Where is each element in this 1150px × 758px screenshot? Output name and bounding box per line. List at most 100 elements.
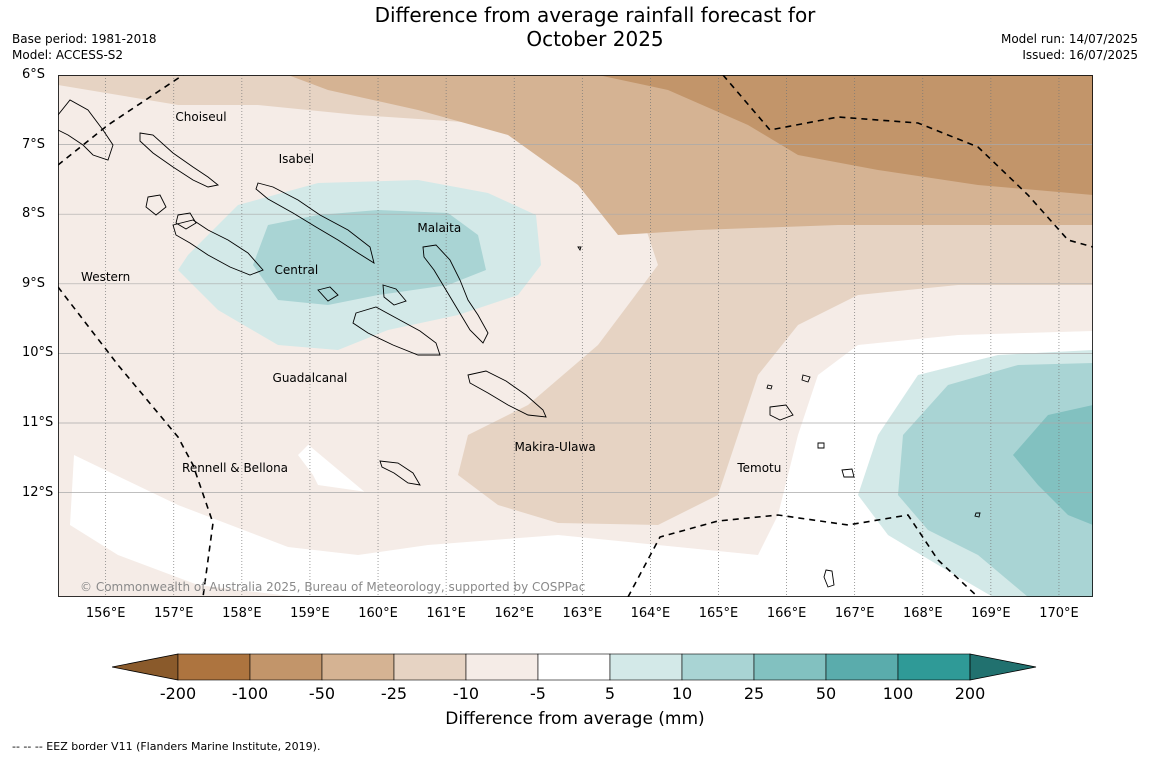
contour-wet-10mm-west: [253, 210, 486, 305]
island-small-north: [577, 246, 582, 252]
map-title: Difference from average rainfall forecas…: [360, 3, 830, 51]
longitude-label: 169°E: [971, 606, 1011, 621]
island-makira: [467, 370, 547, 418]
island-guadalcanal: [352, 306, 441, 356]
longitude-label: 161°E: [426, 606, 466, 621]
island-duff: [766, 384, 773, 390]
colorbar-segment: [825, 653, 899, 681]
colorbar-label: Difference from average (mm): [445, 709, 705, 729]
colorbar-extend-high: [969, 653, 1037, 681]
longitude-label: 168°E: [903, 606, 943, 621]
colorbar-segment: [465, 653, 539, 681]
island-small-east: [974, 512, 981, 518]
contour-wet-25mm-east: [1013, 405, 1093, 525]
islands-layer: [58, 99, 981, 588]
colorbar-tick-label: -100: [231, 684, 269, 703]
colorbar-tick-label: 200: [954, 684, 986, 703]
region-label-isabel: Isabel: [278, 151, 315, 166]
colorbar-tick-label: -10: [452, 684, 480, 703]
region-label-temotu: Temotu: [737, 461, 782, 476]
latitude-label: 7°S: [22, 136, 46, 152]
colorbar-tick-label: 100: [882, 684, 914, 703]
title-line-2: October 2025: [526, 27, 664, 51]
gridlines: [58, 75, 1093, 597]
colorbar-segment: [681, 653, 755, 681]
colorbar-tick-label: 5: [604, 684, 616, 703]
base-period: Base period: 1981-2018: [12, 32, 157, 46]
latitude-label: 6°S: [22, 67, 46, 82]
latitude-label: 12°S: [22, 484, 54, 500]
longitude-label: 167°E: [834, 606, 875, 621]
colorbar-segment: [753, 653, 827, 681]
island-reef: [801, 374, 811, 383]
island-new-georgia: [172, 219, 264, 276]
region-label-malaita: Malaita: [417, 221, 462, 236]
eez-borders: [58, 75, 1093, 597]
island-rennell: [379, 460, 421, 486]
latitude-label: 10°S: [22, 345, 54, 361]
latitude-label: 8°S: [22, 206, 46, 222]
region-label-makira-ulawa: Makira-Ulawa: [514, 440, 596, 455]
colorbar-segment: [249, 653, 323, 681]
model-name: Model: ACCESS-S2: [12, 48, 124, 62]
colorbar-tick-label: 10: [671, 684, 693, 703]
island-santa-cruz: [769, 404, 794, 421]
colorbar-tick-label: -5: [530, 684, 546, 703]
colorbar-tick-label: 25: [743, 684, 765, 703]
island-vella: [175, 212, 197, 230]
contour-dry-50mm: [598, 75, 1093, 195]
colorbar-extend-low: [112, 653, 179, 681]
longitude-label: 166°E: [766, 606, 807, 621]
map-panel[interactable]: [58, 75, 1093, 597]
colorbar-segment: [897, 653, 971, 681]
longitude-label: 159°E: [290, 606, 330, 621]
longitude-label: 164°E: [630, 606, 671, 621]
eez-border-nauru: [722, 75, 1093, 248]
longitude-label: 158°E: [222, 606, 262, 621]
island-anuta: [817, 442, 825, 449]
island-central-florida: [317, 286, 339, 302]
longitude-label: 157°E: [153, 606, 194, 621]
island-russell: [382, 284, 407, 306]
copyright-notice: © Commonwealth of Australia 2025, Bureau…: [80, 580, 586, 594]
colorbar: [112, 653, 1037, 681]
longitude-label: 160°E: [358, 606, 398, 621]
eez-border-png-west: [58, 286, 214, 597]
forecast-info-right: Model run: 14/07/2025 Issued: 16/07/2025: [1001, 31, 1138, 63]
region-label-guadalcanal: Guadalcanal: [272, 370, 348, 385]
issued-date: Issued: 16/07/2025: [1022, 48, 1138, 62]
region-label-western: Western: [81, 269, 131, 284]
eez-legend-note: -- -- -- EEZ border V11 (Flanders Marine…: [12, 740, 321, 753]
colorbar-segment: [537, 653, 611, 681]
island-tikopia: [841, 468, 855, 478]
eez-border-vanuatu: [627, 514, 979, 597]
island-choiseul: [139, 132, 220, 188]
colorbar-segment: [321, 653, 395, 681]
title-line-1: Difference from average rainfall forecas…: [374, 3, 816, 27]
eez-border-png-north: [58, 75, 184, 166]
colorbar-tick-label: 50: [815, 684, 837, 703]
region-label-rennell-bellona: Rennell & Bellona: [182, 461, 289, 476]
longitude-label: 163°E: [562, 606, 603, 621]
island-malaita: [422, 244, 489, 344]
island-vanikoro: [823, 569, 835, 588]
region-label-central: Central: [274, 262, 319, 277]
island-isabel: [255, 182, 375, 264]
colorbar-tick-label: -200: [159, 684, 197, 703]
longitude-label: 165°E: [698, 606, 739, 621]
forecast-info-left: Base period: 1981-2018 Model: ACCESS-S2: [12, 31, 157, 63]
latitude-label: 11°S: [22, 415, 54, 430]
longitude-label: 156°E: [85, 606, 126, 621]
region-label-choiseul: Choiseul: [175, 109, 227, 124]
colorbar-tick-label: -25: [380, 684, 408, 703]
model-run-date: Model run: 14/07/2025: [1000, 32, 1138, 46]
contour-layer: [58, 75, 1093, 597]
island-kolombangara: [145, 194, 167, 216]
longitude-label: 162°E: [494, 606, 534, 621]
rainfall-map: [58, 75, 1093, 597]
longitude-label: 170°E: [1039, 606, 1079, 621]
colorbar-tick-label: -50: [308, 684, 336, 703]
map-frame: [58, 75, 1093, 597]
colorbar-segment: [609, 653, 683, 681]
latitude-label: 9°S: [22, 275, 46, 291]
